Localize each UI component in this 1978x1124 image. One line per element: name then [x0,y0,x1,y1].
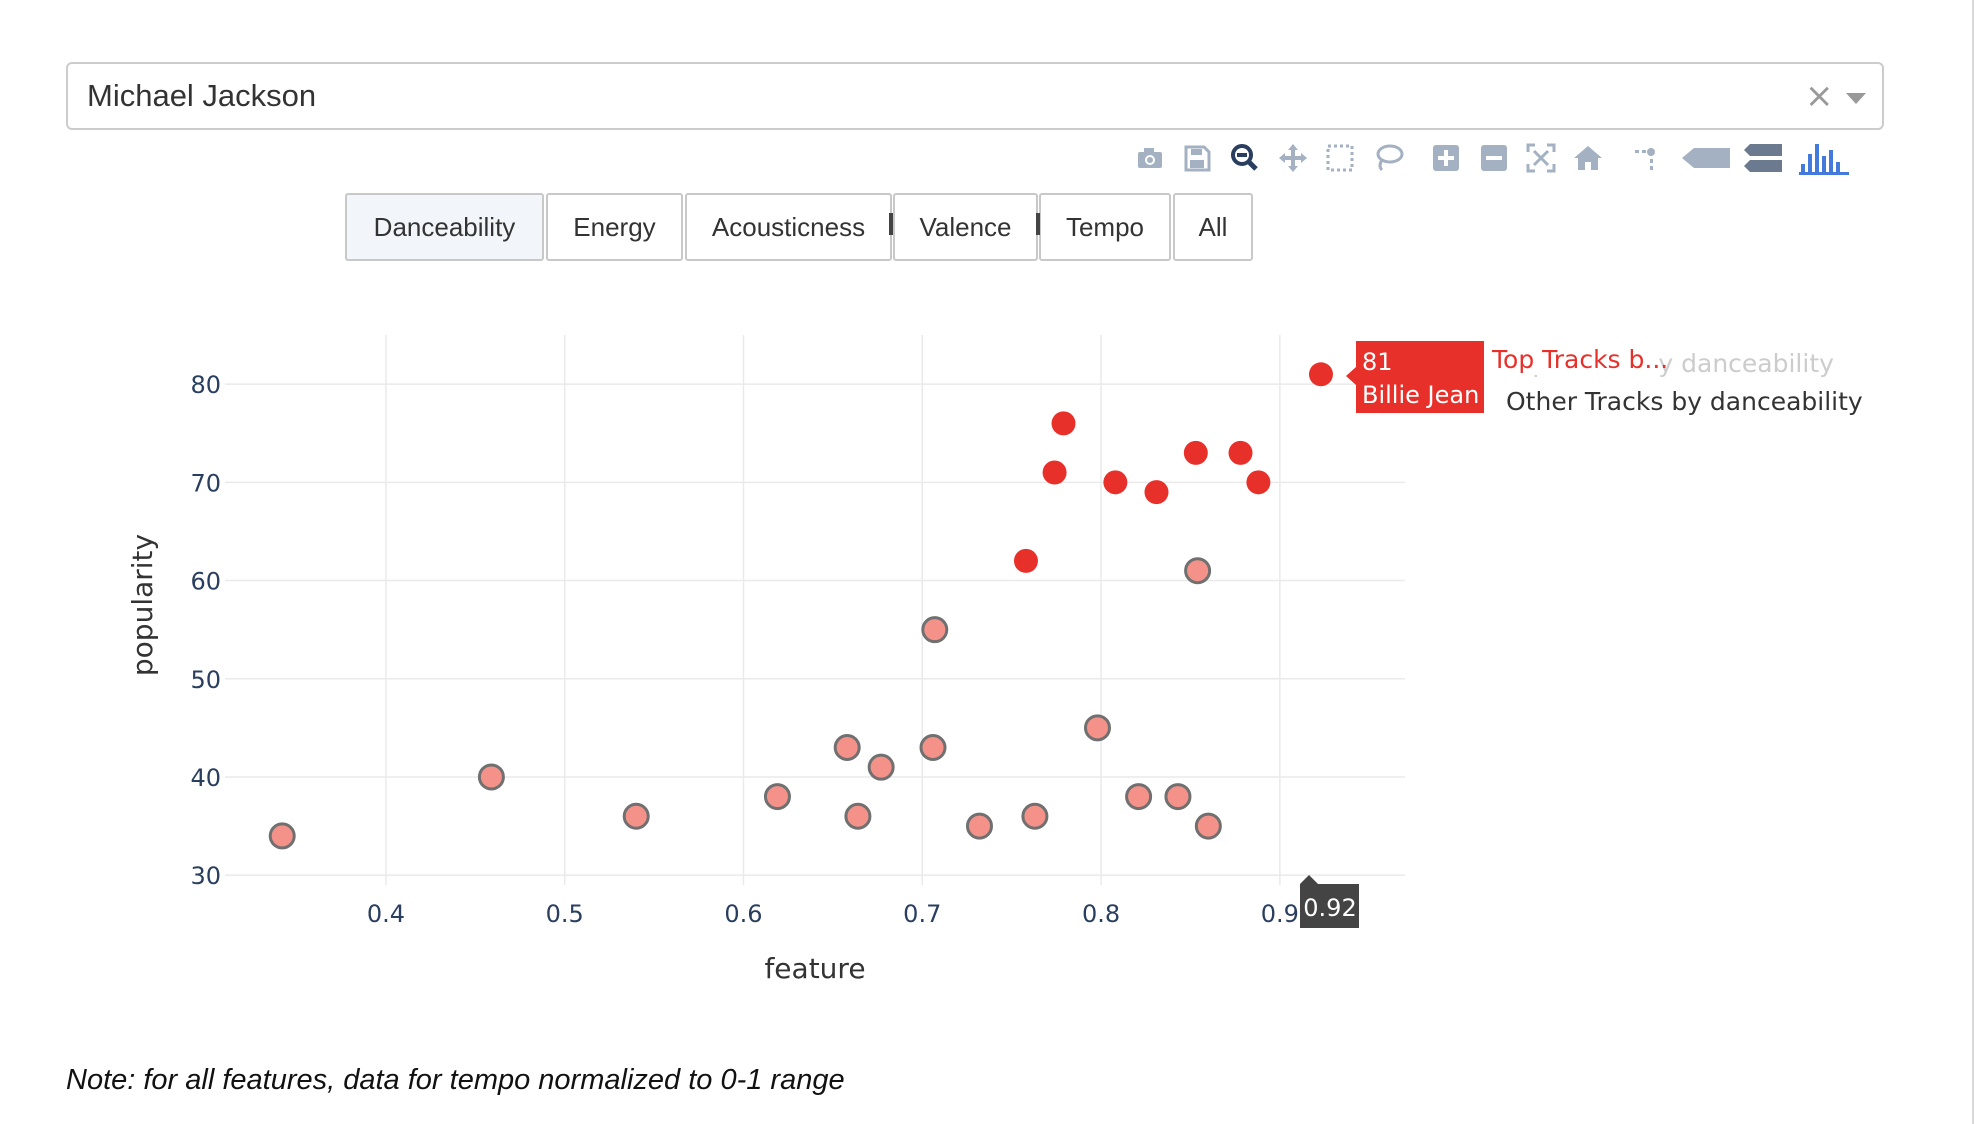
tab-danceability[interactable]: Danceability [345,193,544,261]
x-tick-label: 0.5 [546,900,584,928]
tab-tempo[interactable]: Tempo [1039,193,1171,261]
other-track-point [833,734,861,761]
tab-acousticness[interactable]: Acousticness [685,193,892,261]
other-track-point [965,812,993,840]
other-track-point [763,783,791,811]
other-track-point [477,763,505,791]
footnote: Note: for all features, data for tempo n… [66,1064,845,1096]
y-tick-label: 70 [190,469,221,497]
y-tick-label: 60 [190,568,221,596]
top-track-point [1103,470,1128,495]
spike-lines-icon[interactable] [1625,140,1665,176]
other-track-point [844,802,872,830]
x-tick-label: 0.9 [1261,900,1299,928]
other-track-point [268,822,296,850]
other-track-point [1164,783,1192,811]
top-track-point [1051,411,1076,436]
x-tick-label: 0.6 [724,900,762,928]
other-track-point [1194,812,1222,840]
lasso-icon[interactable] [1368,140,1408,176]
top-track-point [1042,460,1067,485]
data-points [268,362,1333,850]
autoscale-icon[interactable] [1521,140,1561,176]
hover-value: 81 [1362,348,1393,376]
hover-label: 81 Billie Jean Top Tracks b... [1346,341,1668,413]
top-track-point [1183,440,1208,465]
x-tick-label: 0.8 [1082,900,1120,928]
top-track-point [1144,480,1169,505]
zoom-icon[interactable] [1225,140,1265,176]
tab-all[interactable]: All [1173,193,1253,261]
x-hover-label-box [1300,875,1359,928]
other-track-point [921,616,949,644]
home-icon[interactable] [1568,140,1608,176]
plotly-logo-icon[interactable] [1795,140,1851,176]
tab-valence[interactable]: Valence [893,193,1038,261]
top-track-point [1228,440,1253,465]
tab-separator [889,213,893,235]
other-track-point [919,734,947,761]
x-tick-label: 0.7 [903,900,941,928]
hover-track-name: Billie Jean [1362,381,1479,409]
hover-label-box [1346,341,1484,413]
page-edge-divider [1972,0,1974,1124]
other-track-point [867,753,895,781]
other-track-point [1125,783,1153,811]
tab-energy[interactable]: Energy [546,193,683,261]
artist-dropdown-value: Michael Jackson [87,78,317,113]
plot-modebar [1130,140,1890,176]
other-track-point [1021,802,1049,830]
top-track-point [1308,362,1333,387]
y-tick-label: 30 [190,862,221,890]
artist-dropdown[interactable]: Michael Jackson × [66,62,1884,130]
top-track-point [1246,470,1271,495]
y-tick-label: 50 [190,666,221,694]
y-tick-label: 80 [190,371,221,399]
zoom-out-icon[interactable] [1473,140,1513,176]
pan-icon[interactable] [1273,140,1313,176]
zoom-in-icon[interactable] [1425,140,1465,176]
hover-compare-icon[interactable] [1742,140,1788,176]
x-axis-title: feature [764,952,865,985]
box-select-icon[interactable] [1320,140,1360,176]
x-hover-label: 0.92 [1300,875,1359,928]
legend-other-tracks[interactable]: Other Tracks by danceability [1506,387,1863,416]
clear-icon[interactable]: × [1805,76,1834,116]
x-hover-value: 0.92 [1303,894,1356,922]
camera-icon[interactable] [1130,140,1170,176]
hover-series-bg [1488,341,1658,375]
top-track-point [1013,548,1038,573]
other-track-point [1184,557,1212,585]
y-axis-title: popularity [126,534,159,676]
tab-separator [1036,213,1040,235]
plot-grid [225,335,1405,885]
axis-ticks: 0.4 0.5 0.6 0.7 0.8 0.9 30 40 50 60 70 80 [190,371,1298,928]
hover-series-name: Top Tracks b... [1491,345,1668,374]
y-tick-label: 40 [190,764,221,792]
other-track-point [622,802,650,830]
hover-closest-icon[interactable] [1680,140,1734,176]
other-track-point [1083,714,1111,742]
x-tick-label: 0.4 [367,900,405,928]
chevron-down-icon[interactable] [1846,93,1866,104]
save-icon[interactable] [1177,140,1217,176]
